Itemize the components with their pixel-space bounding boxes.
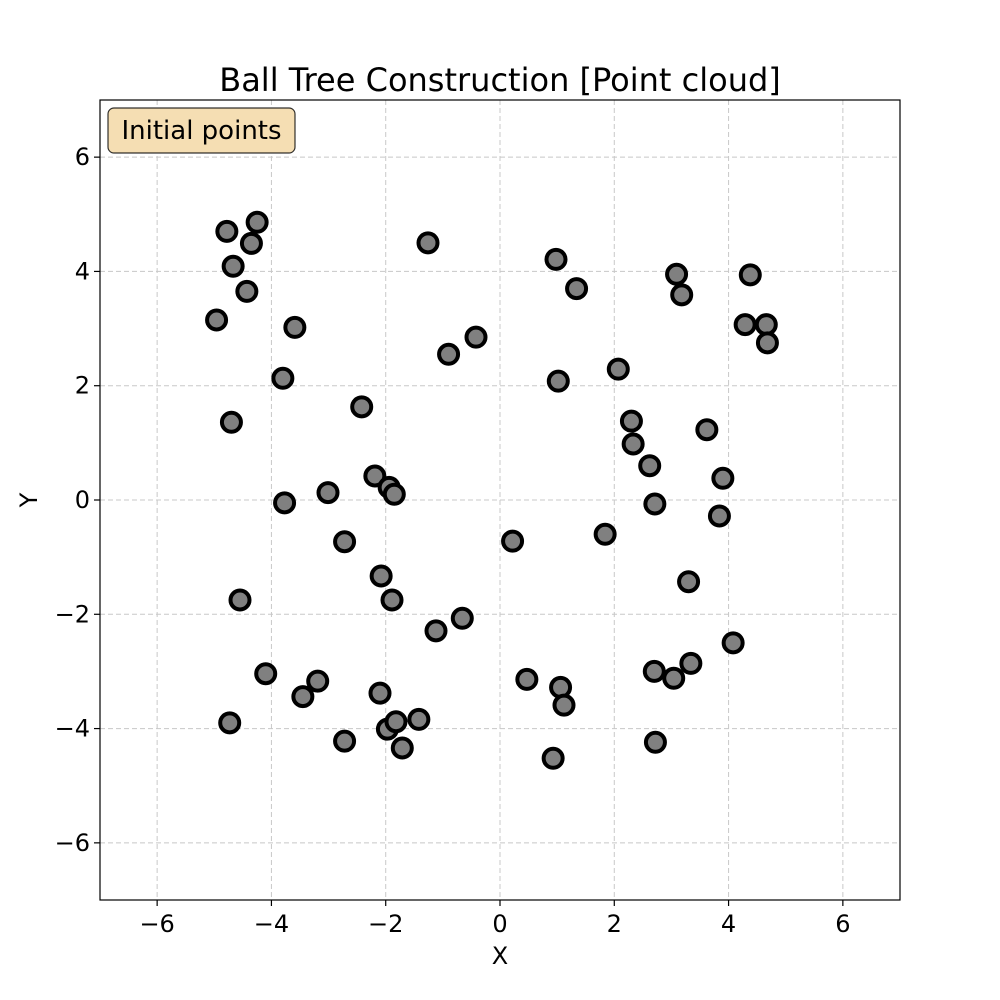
x-tick-label: 4 <box>721 910 736 938</box>
annotation-box: Initial points <box>107 107 296 154</box>
data-point <box>218 711 242 735</box>
data-point <box>593 522 617 546</box>
x-tick-label: −4 <box>254 910 289 938</box>
data-point <box>670 283 694 307</box>
data-point <box>515 667 539 691</box>
data-point <box>755 331 779 355</box>
data-point <box>642 659 666 683</box>
y-tick-label: −6 <box>55 829 90 857</box>
data-point <box>437 342 461 366</box>
data-point <box>291 685 315 709</box>
data-point <box>254 662 278 686</box>
x-tick-label: 2 <box>607 910 622 938</box>
grid-lines <box>100 100 900 900</box>
data-point <box>239 231 263 255</box>
data-point <box>390 736 414 760</box>
data-point <box>384 710 408 734</box>
points-layer <box>205 210 779 770</box>
data-point <box>221 254 245 278</box>
x-tick-label: −6 <box>139 910 174 938</box>
data-point <box>306 669 330 693</box>
data-point <box>738 263 762 287</box>
data-point <box>546 369 570 393</box>
data-point <box>501 529 525 553</box>
annotation-background <box>107 107 296 154</box>
data-point <box>677 570 701 594</box>
data-point <box>245 210 269 234</box>
data-point <box>333 729 357 753</box>
data-point <box>464 325 488 349</box>
chart-title: Ball Tree Construction [Point cloud] <box>219 61 781 99</box>
data-point <box>549 675 573 699</box>
y-tick-label: −4 <box>55 715 90 743</box>
x-axis-label: X <box>492 942 508 970</box>
data-point <box>215 219 239 243</box>
data-point <box>638 454 662 478</box>
data-point <box>273 491 297 515</box>
y-tick-label: 4 <box>75 257 90 285</box>
x-tick-label: −2 <box>368 910 403 938</box>
data-point <box>721 631 745 655</box>
data-point <box>695 418 719 442</box>
data-point <box>754 313 778 337</box>
y-tick-label: 6 <box>75 143 90 171</box>
y-tick-label: −2 <box>55 600 90 628</box>
data-point <box>541 746 565 770</box>
data-point <box>665 262 689 286</box>
data-point <box>619 409 643 433</box>
data-point <box>643 492 667 516</box>
data-point <box>407 707 431 731</box>
data-point <box>606 357 630 381</box>
y-ticks: −6 −4 −2 0 2 4 6 <box>55 143 100 857</box>
data-point <box>368 681 392 705</box>
data-point <box>416 231 440 255</box>
data-point <box>733 313 757 337</box>
data-point <box>382 482 406 506</box>
data-point <box>380 588 404 612</box>
data-point <box>565 277 589 301</box>
y-tick-label: 2 <box>75 372 90 400</box>
data-point <box>621 432 645 456</box>
annotation-text: Initial points <box>121 116 281 146</box>
data-point <box>544 247 568 271</box>
data-point <box>333 530 357 554</box>
data-point <box>219 410 243 434</box>
data-point <box>707 504 731 528</box>
y-tick-label: 0 <box>75 486 90 514</box>
data-point <box>662 666 686 690</box>
data-point <box>283 315 307 339</box>
x-tick-label: 0 <box>492 910 507 938</box>
data-point <box>552 693 576 717</box>
data-point <box>450 606 474 630</box>
data-point <box>424 619 448 643</box>
data-point <box>363 464 387 488</box>
data-point <box>228 588 252 612</box>
data-point <box>205 308 229 332</box>
data-point <box>643 730 667 754</box>
x-ticks: −6 −4 −2 0 2 4 6 <box>139 900 850 938</box>
x-tick-label: 6 <box>835 910 850 938</box>
data-point <box>679 651 703 675</box>
data-point <box>316 481 340 505</box>
data-point <box>711 466 735 490</box>
data-point <box>369 564 393 588</box>
y-axis-label: Y <box>15 492 43 508</box>
data-point <box>271 366 295 390</box>
data-point <box>350 395 374 419</box>
data-point <box>235 279 259 303</box>
